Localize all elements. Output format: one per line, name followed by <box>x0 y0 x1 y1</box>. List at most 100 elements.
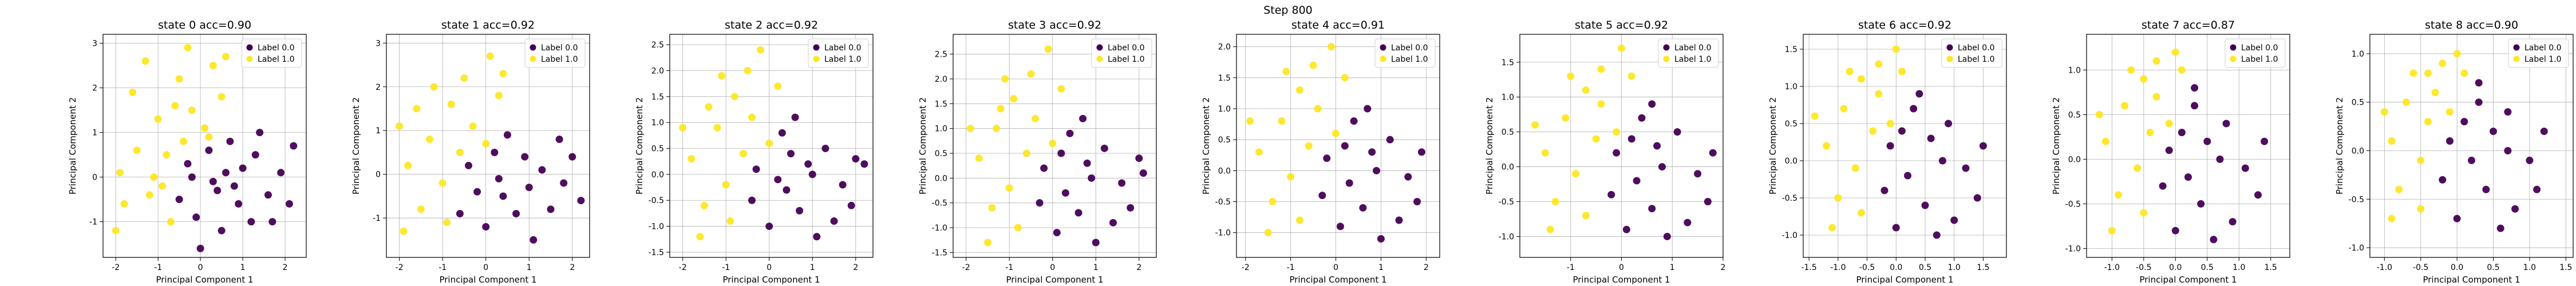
x-tick-label: -1 <box>722 263 730 272</box>
data-point-label-0 <box>2445 137 2453 145</box>
panel-6: -1.5 -1.0 -0.5 0.0 0.5 1.0 1.5 -1.0 -0.5 0.0 0.5 1.… <box>1768 19 2007 285</box>
y-tick-label: 0.5 <box>2352 98 2364 108</box>
x-axis-label: Principal Component 1 <box>722 275 820 285</box>
x-axis-label: Principal Component 1 <box>1856 275 1953 285</box>
axes-frame <box>2369 34 2574 258</box>
x-tick-label: 1.5 <box>2559 263 2572 272</box>
legend-box <box>241 38 302 68</box>
data-point-label-0 <box>1074 209 1082 217</box>
x-tick-label: 0.0 <box>1890 263 1902 272</box>
y-tick-label: 0.0 <box>1502 163 1514 172</box>
data-point-label-1 <box>2171 48 2179 56</box>
data-point-label-0 <box>2203 137 2211 145</box>
x-tick-label: 1.0 <box>2523 263 2536 272</box>
y-tick-label: 2.5 <box>651 41 664 50</box>
legend-label: Label 0.0 <box>541 43 578 53</box>
legend-marker <box>813 55 820 62</box>
legend: Label 0.0 Label 1.0 <box>808 38 869 68</box>
data-point-label-1 <box>1057 85 1065 93</box>
y-tick-label: 3 <box>376 39 381 48</box>
panel-3: -2 -1 0 1 2 -1.5 -1.0 -0.5 0.0 0.5 1.0 1.5 2.0 2.5 sta… <box>918 19 1157 285</box>
legend-box <box>1941 38 2002 68</box>
legend-box <box>1658 38 1719 68</box>
legend-marker <box>2513 44 2520 51</box>
data-point-label-0 <box>1100 144 1108 152</box>
data-point-label-0 <box>456 210 464 218</box>
data-point-label-0 <box>277 169 285 177</box>
data-point-label-0 <box>1910 105 1918 113</box>
panel-0: -2 -1 0 1 2 -1 0 1 2 3 state 0 acc=0.90 Principal C… <box>68 19 307 285</box>
y-tick-label: 3 <box>92 39 97 49</box>
data-point-label-0 <box>1704 198 1712 205</box>
data-point-label-1 <box>988 204 996 212</box>
data-point-label-1 <box>1014 224 1022 232</box>
x-tick-label: 1.0 <box>1948 263 1961 272</box>
y-tick-label: 0.0 <box>2352 146 2364 156</box>
data-point-label-0 <box>2171 227 2179 235</box>
data-point-label-1 <box>1597 100 1605 108</box>
axes-frame <box>1236 34 1440 258</box>
x-tick-label: 2 <box>283 263 288 272</box>
data-point-label-1 <box>2395 185 2403 193</box>
data-point-label-0 <box>774 176 782 184</box>
data-point-label-1 <box>400 227 408 235</box>
legend-marker <box>1380 55 1386 62</box>
panel-title: state 6 acc=0.92 <box>1858 19 1951 31</box>
data-point-label-1 <box>218 93 226 101</box>
data-point-label-1 <box>2424 69 2432 77</box>
data-point-label-0 <box>791 113 799 121</box>
legend-marker <box>530 55 536 62</box>
data-point-label-0 <box>796 206 804 214</box>
y-tick-label: 0.0 <box>2068 155 2081 164</box>
y-tick-label: 0.5 <box>935 149 947 158</box>
data-point-label-0 <box>1088 174 1096 182</box>
data-point-label-0 <box>1933 231 1941 239</box>
y-tick-label: 1.5 <box>935 100 947 109</box>
legend: Label 0.0 Label 1.0 <box>2508 38 2569 68</box>
data-point-label-0 <box>1118 179 1126 187</box>
x-axis-label: Principal Component 1 <box>439 275 536 285</box>
x-tick-label: 1 <box>527 263 532 272</box>
data-point-label-1 <box>1332 129 1340 137</box>
data-point-label-1 <box>1613 128 1621 136</box>
y-tick-label: -1.0 <box>2349 244 2364 253</box>
panel-title: state 2 acc=0.92 <box>725 19 818 31</box>
data-point-label-1 <box>129 88 137 96</box>
axes-frame <box>1803 34 2007 258</box>
data-point-label-1 <box>222 53 230 61</box>
y-tick-label: -1.0 <box>1782 231 1797 240</box>
data-point-label-0 <box>538 166 546 174</box>
data-point-label-1 <box>188 106 196 114</box>
data-point-label-1 <box>2101 137 2109 145</box>
data-point-label-0 <box>1377 235 1385 243</box>
x-tick-label: 1 <box>1670 263 1675 272</box>
x-tick-label: 0 <box>1050 263 1055 272</box>
data-point-label-0 <box>2216 155 2224 163</box>
data-point-label-0 <box>813 233 821 241</box>
data-point-label-0 <box>2439 176 2447 184</box>
data-point-label-1 <box>205 133 213 141</box>
data-point-label-0 <box>1079 114 1087 122</box>
legend-label: Label 0.0 <box>1674 43 1711 53</box>
legend-box <box>2225 38 2286 68</box>
legend-label: Label 1.0 <box>1674 55 1711 64</box>
data-point-label-1 <box>679 124 687 132</box>
data-point-label-0 <box>2178 129 2186 137</box>
data-point-label-1 <box>688 155 696 163</box>
y-tick-label: 1.5 <box>1785 45 1797 54</box>
data-point-label-1 <box>2140 75 2148 83</box>
data-point-label-1 <box>456 148 464 156</box>
data-point-label-0 <box>473 188 481 196</box>
data-point-label-1 <box>201 124 208 132</box>
data-point-label-0 <box>1709 149 1717 157</box>
panel-title: state 4 acc=0.91 <box>1291 19 1385 31</box>
data-point-label-0 <box>491 148 499 156</box>
data-point-label-1 <box>1582 86 1590 94</box>
data-point-label-1 <box>2108 227 2116 235</box>
panel-5: -1 0 1 2 -1.0 -0.5 0.0 0.5 1.0 1.5 state 5 acc=0.9… <box>1484 19 1725 285</box>
data-point-label-1 <box>417 205 425 213</box>
data-point-label-0 <box>1915 90 1923 98</box>
legend-marker <box>1096 55 1103 62</box>
data-point-label-0 <box>214 186 222 194</box>
data-point-label-1 <box>975 154 983 162</box>
